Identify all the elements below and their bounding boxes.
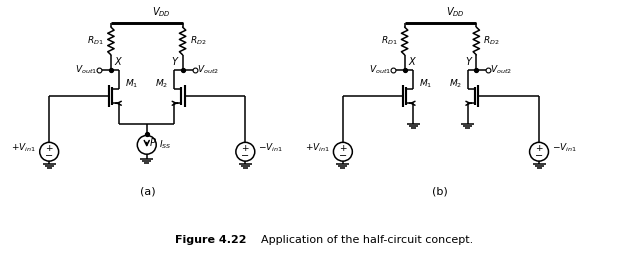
Text: $V_{DD}$: $V_{DD}$ <box>446 5 465 19</box>
Text: $Y$: $Y$ <box>465 55 473 67</box>
Text: $V_{DD}$: $V_{DD}$ <box>152 5 171 19</box>
Text: $M_2$: $M_2$ <box>155 78 169 90</box>
Text: +: + <box>242 144 249 153</box>
Text: $+V_{in1}$: $+V_{in1}$ <box>305 141 330 154</box>
Text: $-V_{in1}$: $-V_{in1}$ <box>258 141 283 154</box>
Text: Application of the half-circuit concept.: Application of the half-circuit concept. <box>247 235 473 245</box>
Text: −: − <box>535 151 543 161</box>
Text: $V_{out1}$: $V_{out1}$ <box>75 64 97 76</box>
Text: −: − <box>241 151 249 161</box>
Text: $+V_{in1}$: $+V_{in1}$ <box>11 141 36 154</box>
Text: $M_1$: $M_1$ <box>125 78 138 90</box>
Text: $X$: $X$ <box>408 55 417 67</box>
Text: +: + <box>339 144 347 153</box>
Text: $V_{out2}$: $V_{out2}$ <box>197 64 218 76</box>
Text: $R_{D1}$: $R_{D1}$ <box>381 35 398 47</box>
Text: $M_2$: $M_2$ <box>449 78 462 90</box>
Text: Figure 4.22: Figure 4.22 <box>175 235 246 245</box>
Text: (a): (a) <box>140 186 156 196</box>
Text: $X$: $X$ <box>114 55 123 67</box>
Text: $R_{D2}$: $R_{D2}$ <box>483 35 500 47</box>
Text: −: − <box>45 151 53 161</box>
Text: (b): (b) <box>432 186 447 196</box>
Text: +: + <box>536 144 543 153</box>
Text: $R_{D2}$: $R_{D2}$ <box>190 35 206 47</box>
Text: +: + <box>45 144 53 153</box>
Text: $I_{SS}$: $I_{SS}$ <box>159 138 171 151</box>
Text: $Y$: $Y$ <box>171 55 179 67</box>
Text: $R_{D1}$: $R_{D1}$ <box>87 35 104 47</box>
Text: $M_1$: $M_1$ <box>418 78 432 90</box>
Text: −: − <box>339 151 347 161</box>
Text: $V_{out2}$: $V_{out2}$ <box>490 64 512 76</box>
Text: $V_{out1}$: $V_{out1}$ <box>369 64 391 76</box>
Text: $P$: $P$ <box>149 136 156 148</box>
Text: $-V_{in1}$: $-V_{in1}$ <box>552 141 577 154</box>
